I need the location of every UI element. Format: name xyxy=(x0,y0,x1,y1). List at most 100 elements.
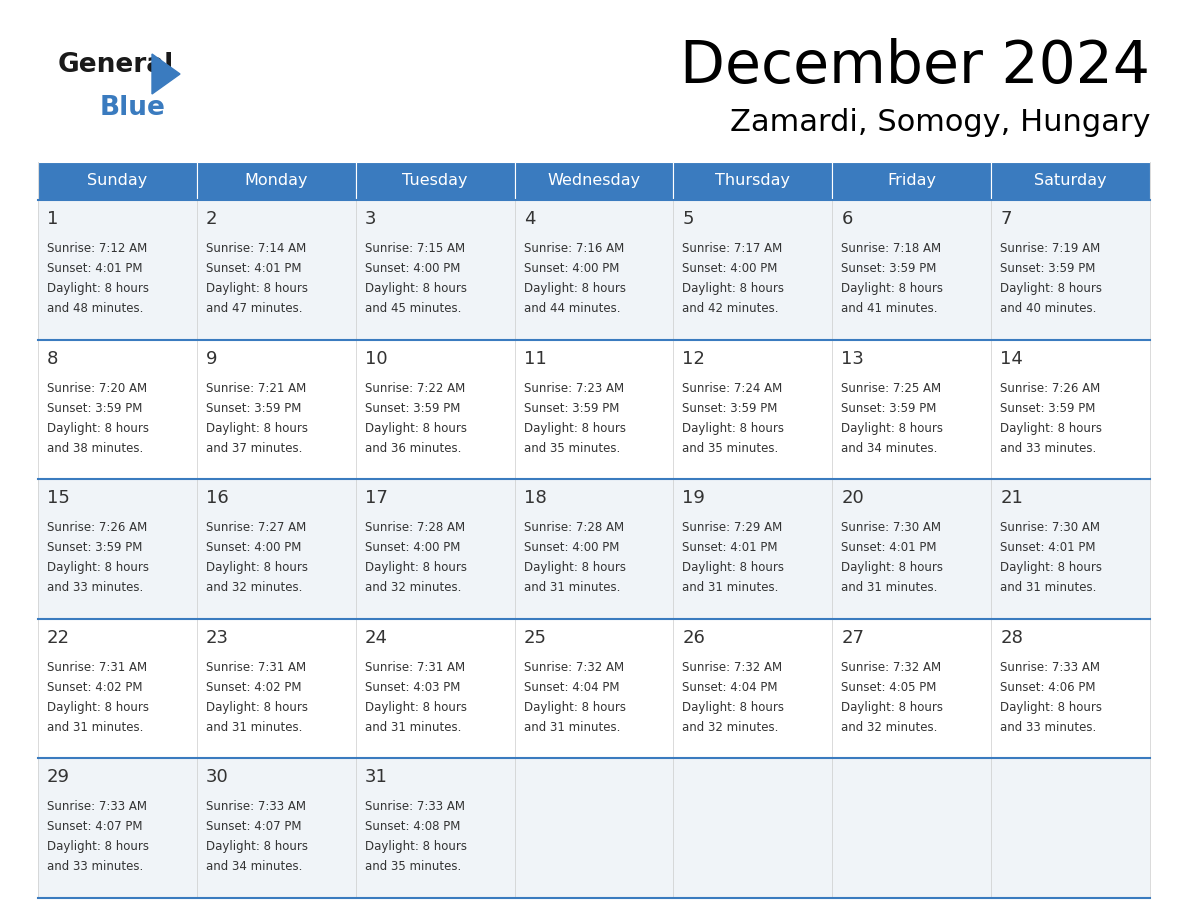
Text: Sunset: 4:00 PM: Sunset: 4:00 PM xyxy=(524,542,619,554)
Text: Sunrise: 7:28 AM: Sunrise: 7:28 AM xyxy=(524,521,624,534)
Text: Sunset: 4:03 PM: Sunset: 4:03 PM xyxy=(365,681,460,694)
Text: Daylight: 8 hours: Daylight: 8 hours xyxy=(841,282,943,295)
Bar xyxy=(991,162,1150,200)
Text: 25: 25 xyxy=(524,629,546,647)
Text: Daylight: 8 hours: Daylight: 8 hours xyxy=(682,421,784,434)
Text: Zamardi, Somogy, Hungary: Zamardi, Somogy, Hungary xyxy=(729,108,1150,137)
Text: 11: 11 xyxy=(524,350,546,367)
Bar xyxy=(833,200,991,340)
Text: Daylight: 8 hours: Daylight: 8 hours xyxy=(206,840,308,854)
Bar xyxy=(991,758,1150,898)
Bar xyxy=(197,162,355,200)
Text: 13: 13 xyxy=(841,350,864,367)
Bar xyxy=(833,340,991,479)
Text: 31: 31 xyxy=(365,768,387,787)
Text: Sunrise: 7:22 AM: Sunrise: 7:22 AM xyxy=(365,382,465,395)
Text: and 40 minutes.: and 40 minutes. xyxy=(1000,302,1097,315)
Text: Sunset: 3:59 PM: Sunset: 3:59 PM xyxy=(682,401,778,415)
Text: 27: 27 xyxy=(841,629,865,647)
Text: Sunset: 3:59 PM: Sunset: 3:59 PM xyxy=(365,401,460,415)
Text: 17: 17 xyxy=(365,489,387,508)
Bar xyxy=(674,200,833,340)
Text: Sunset: 4:08 PM: Sunset: 4:08 PM xyxy=(365,821,460,834)
Bar xyxy=(38,162,197,200)
Text: and 33 minutes.: and 33 minutes. xyxy=(1000,442,1097,454)
Text: Daylight: 8 hours: Daylight: 8 hours xyxy=(206,561,308,574)
Text: Sunset: 4:05 PM: Sunset: 4:05 PM xyxy=(841,681,936,694)
Text: Sunrise: 7:25 AM: Sunrise: 7:25 AM xyxy=(841,382,941,395)
Text: Sunset: 3:59 PM: Sunset: 3:59 PM xyxy=(841,401,936,415)
Text: Sunset: 4:00 PM: Sunset: 4:00 PM xyxy=(682,262,778,275)
Text: Sunset: 3:59 PM: Sunset: 3:59 PM xyxy=(48,542,143,554)
Text: Daylight: 8 hours: Daylight: 8 hours xyxy=(48,561,148,574)
Text: 1: 1 xyxy=(48,210,58,228)
Text: Sunrise: 7:17 AM: Sunrise: 7:17 AM xyxy=(682,242,783,255)
Text: Sunset: 3:59 PM: Sunset: 3:59 PM xyxy=(841,262,936,275)
Text: Sunrise: 7:21 AM: Sunrise: 7:21 AM xyxy=(206,382,307,395)
Text: Thursday: Thursday xyxy=(715,174,790,188)
Text: Sunset: 4:02 PM: Sunset: 4:02 PM xyxy=(48,681,143,694)
Text: 21: 21 xyxy=(1000,489,1023,508)
Bar xyxy=(38,758,197,898)
Text: and 32 minutes.: and 32 minutes. xyxy=(206,581,302,594)
Text: Sunrise: 7:16 AM: Sunrise: 7:16 AM xyxy=(524,242,624,255)
Text: and 44 minutes.: and 44 minutes. xyxy=(524,302,620,315)
Text: Sunset: 4:00 PM: Sunset: 4:00 PM xyxy=(206,542,302,554)
Text: Sunset: 3:59 PM: Sunset: 3:59 PM xyxy=(206,401,302,415)
Text: Daylight: 8 hours: Daylight: 8 hours xyxy=(206,282,308,295)
Bar xyxy=(833,162,991,200)
Bar xyxy=(674,758,833,898)
Text: and 34 minutes.: and 34 minutes. xyxy=(206,860,302,873)
Text: and 42 minutes.: and 42 minutes. xyxy=(682,302,779,315)
Text: 18: 18 xyxy=(524,489,546,508)
Text: and 32 minutes.: and 32 minutes. xyxy=(365,581,461,594)
Bar xyxy=(514,619,674,758)
Text: 9: 9 xyxy=(206,350,217,367)
Text: 12: 12 xyxy=(682,350,706,367)
Text: and 31 minutes.: and 31 minutes. xyxy=(206,721,302,733)
Bar xyxy=(38,479,197,619)
Bar xyxy=(355,340,514,479)
Text: 20: 20 xyxy=(841,489,864,508)
Text: Daylight: 8 hours: Daylight: 8 hours xyxy=(1000,700,1102,714)
Text: Sunset: 4:00 PM: Sunset: 4:00 PM xyxy=(365,542,460,554)
Text: Daylight: 8 hours: Daylight: 8 hours xyxy=(682,700,784,714)
Text: Daylight: 8 hours: Daylight: 8 hours xyxy=(365,561,467,574)
Text: Sunrise: 7:31 AM: Sunrise: 7:31 AM xyxy=(365,661,465,674)
Text: Sunrise: 7:15 AM: Sunrise: 7:15 AM xyxy=(365,242,465,255)
Bar xyxy=(355,619,514,758)
Bar xyxy=(514,200,674,340)
Text: Friday: Friday xyxy=(887,174,936,188)
Text: Sunrise: 7:18 AM: Sunrise: 7:18 AM xyxy=(841,242,941,255)
Text: Sunrise: 7:33 AM: Sunrise: 7:33 AM xyxy=(1000,661,1100,674)
Bar xyxy=(991,340,1150,479)
Text: and 37 minutes.: and 37 minutes. xyxy=(206,442,302,454)
Bar xyxy=(674,340,833,479)
Text: Daylight: 8 hours: Daylight: 8 hours xyxy=(841,561,943,574)
Text: Daylight: 8 hours: Daylight: 8 hours xyxy=(524,421,626,434)
Text: 19: 19 xyxy=(682,489,706,508)
Bar xyxy=(197,758,355,898)
Text: Daylight: 8 hours: Daylight: 8 hours xyxy=(365,282,467,295)
Bar xyxy=(355,200,514,340)
Text: Wednesday: Wednesday xyxy=(548,174,640,188)
Text: 4: 4 xyxy=(524,210,535,228)
Bar xyxy=(514,758,674,898)
Bar xyxy=(197,200,355,340)
Text: 5: 5 xyxy=(682,210,694,228)
Bar xyxy=(514,162,674,200)
Text: 28: 28 xyxy=(1000,629,1023,647)
Text: Sunset: 4:07 PM: Sunset: 4:07 PM xyxy=(206,821,302,834)
Text: and 35 minutes.: and 35 minutes. xyxy=(365,860,461,873)
Text: Daylight: 8 hours: Daylight: 8 hours xyxy=(841,421,943,434)
Text: 2: 2 xyxy=(206,210,217,228)
Text: Daylight: 8 hours: Daylight: 8 hours xyxy=(365,421,467,434)
Text: Daylight: 8 hours: Daylight: 8 hours xyxy=(841,700,943,714)
Text: and 32 minutes.: and 32 minutes. xyxy=(682,721,779,733)
Text: December 2024: December 2024 xyxy=(680,38,1150,95)
Text: Daylight: 8 hours: Daylight: 8 hours xyxy=(365,700,467,714)
Text: 10: 10 xyxy=(365,350,387,367)
Text: Daylight: 8 hours: Daylight: 8 hours xyxy=(206,421,308,434)
Text: Sunset: 4:01 PM: Sunset: 4:01 PM xyxy=(206,262,302,275)
Text: 16: 16 xyxy=(206,489,228,508)
